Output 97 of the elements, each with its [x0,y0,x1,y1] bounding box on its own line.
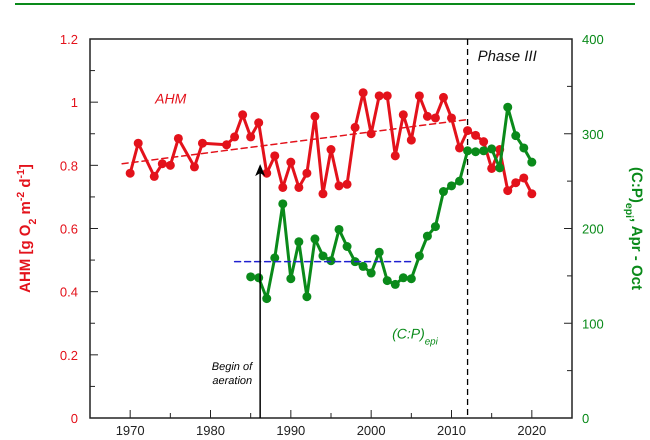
point [414,251,424,260]
point [503,102,512,112]
point [230,132,240,142]
y-tick-label: 1.2 [60,32,78,47]
point [511,178,520,188]
point [166,160,175,170]
point [278,182,288,192]
point [286,274,296,284]
point [318,251,328,260]
point [158,159,167,168]
point [302,168,312,178]
point [471,130,480,140]
point [447,181,456,190]
point [422,232,432,241]
point [358,88,368,98]
point [487,144,496,154]
point [503,186,512,196]
point [519,143,528,152]
point [262,294,272,304]
point [519,173,528,182]
point [463,146,472,156]
point [294,237,304,246]
x-tick-label: 2020 [517,423,546,438]
y-tick-label: 0.4 [60,284,78,300]
y-tick-label: 1 [70,95,78,110]
text: AHM [154,90,187,106]
point [390,151,400,160]
point [358,262,368,271]
point [334,181,344,190]
x-tick-label: 2000 [356,423,386,438]
y2-tick-label: 100 [582,316,604,332]
point [174,134,183,143]
point [150,172,159,181]
y-tick-label: 0.8 [60,158,78,174]
y2-tick-label: 0 [582,411,590,426]
point [270,151,280,160]
point [342,180,352,189]
point [134,138,143,148]
point [366,268,376,278]
y-tick-label: 0 [70,411,78,426]
point [222,140,232,150]
point [294,182,304,192]
point [414,91,424,100]
point [238,110,248,120]
point [479,137,488,146]
point [318,189,328,198]
point [382,91,392,100]
point [430,113,440,122]
x-tick-label: 1970 [116,423,145,438]
point [326,145,336,154]
point [126,168,135,178]
point [430,222,440,232]
point [455,143,464,152]
x-tick-label: 1980 [196,423,225,438]
point [246,132,256,142]
point [278,199,288,208]
point [286,158,296,167]
point [190,162,199,172]
point [254,118,264,128]
x-tick-label: 2010 [437,423,466,438]
point [479,146,488,156]
y-tick-label: 0.2 [60,348,78,363]
point [455,176,464,186]
point [246,272,256,282]
point [438,92,448,102]
point [390,280,400,289]
y-tick-label: 0.6 [60,222,78,236]
point [382,276,392,286]
y2-tick-label: 300 [582,126,604,142]
point [406,136,416,145]
point [310,234,320,244]
point [302,292,312,302]
point [527,158,536,167]
point [342,242,352,252]
point [374,248,384,257]
point [422,112,432,121]
annotation: Begin of aeration [212,361,254,387]
point [310,112,320,121]
y2-tick-label: 200 [582,222,604,236]
text: (C:P)$_{epi}$ [392,326,439,348]
point [270,253,280,262]
point [398,110,408,120]
y2-tick-label: 400 [582,32,604,47]
point [495,163,504,172]
point [511,131,520,140]
point [463,126,472,136]
point [374,91,384,100]
point [350,122,360,132]
ref-line-label: Phase III [478,48,537,65]
x-tick-label: 1990 [276,423,306,438]
point [471,147,480,156]
point [438,187,448,196]
point [527,189,536,198]
point [398,273,408,282]
point [334,224,344,234]
point [406,274,416,284]
point [198,138,207,148]
